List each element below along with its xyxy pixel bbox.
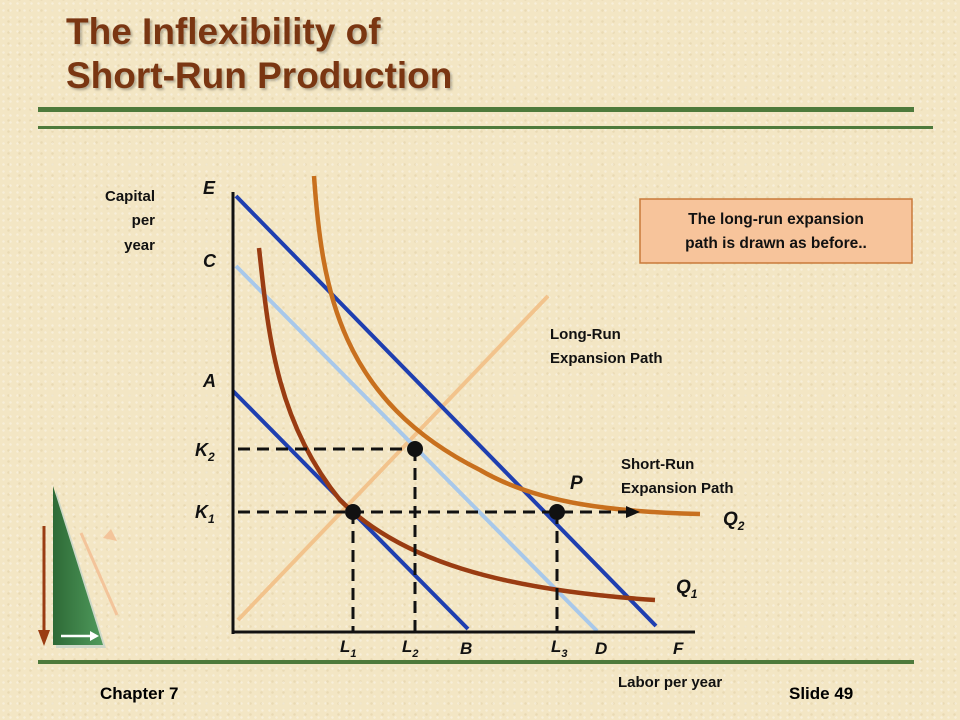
callout-line-1: The long-run expansion — [688, 211, 864, 228]
isoquant-Q2 — [311, 175, 701, 517]
y-axis-label-line-3: year — [124, 237, 155, 254]
point-l1-k1 — [345, 504, 361, 520]
label-E: E — [203, 178, 216, 198]
label-L1: L1 — [340, 637, 357, 660]
label-Q2: Q2 — [723, 509, 745, 533]
label-L2: L2 — [402, 637, 419, 660]
slide-title: The Inflexibility of Short-Run Productio… — [66, 10, 452, 98]
short-run-label-line-1: Short-Run — [621, 456, 694, 473]
callout-box — [639, 198, 913, 264]
footer-divider — [38, 660, 914, 664]
label-D: D — [595, 639, 607, 658]
x-axis-label: Labor per year — [618, 674, 722, 691]
label-B: B — [460, 639, 472, 658]
chapter-label: Chapter 7 — [100, 684, 179, 703]
label-C: C — [203, 251, 217, 271]
y-axis-label-line-1: Capital — [105, 188, 155, 205]
label-Q1: Q1 — [676, 577, 698, 601]
label-F: F — [673, 639, 684, 658]
title-line-2: Short-Run Production — [66, 55, 453, 96]
title-divider-thin — [38, 126, 933, 129]
isocost-line-EF — [234, 194, 658, 628]
label-A: A — [202, 371, 216, 391]
label-L3: L3 — [551, 637, 568, 660]
callout-line-2: path is drawn as before.. — [685, 235, 867, 252]
short-run-label-line-2: Expansion Path — [621, 480, 734, 497]
point-p — [549, 504, 565, 520]
isoquant-Q1 — [256, 247, 656, 603]
point-l2-k2 — [407, 441, 423, 457]
title-divider — [38, 107, 914, 112]
slide-number: Slide 49 — [789, 684, 854, 703]
y-axis-label-line-2: per — [132, 212, 156, 229]
short-run-arrowhead — [626, 506, 640, 518]
decorative-triangle-icon — [38, 486, 119, 648]
long-run-label-line-1: Long-Run — [550, 326, 621, 343]
long-run-expansion-path — [236, 294, 550, 622]
long-run-label-line-2: Expansion Path — [550, 350, 663, 367]
label-K2: K2 — [195, 440, 215, 464]
label-K1: K1 — [195, 502, 215, 526]
title-line-1: The Inflexibility of — [66, 11, 381, 52]
label-P: P — [570, 473, 583, 494]
